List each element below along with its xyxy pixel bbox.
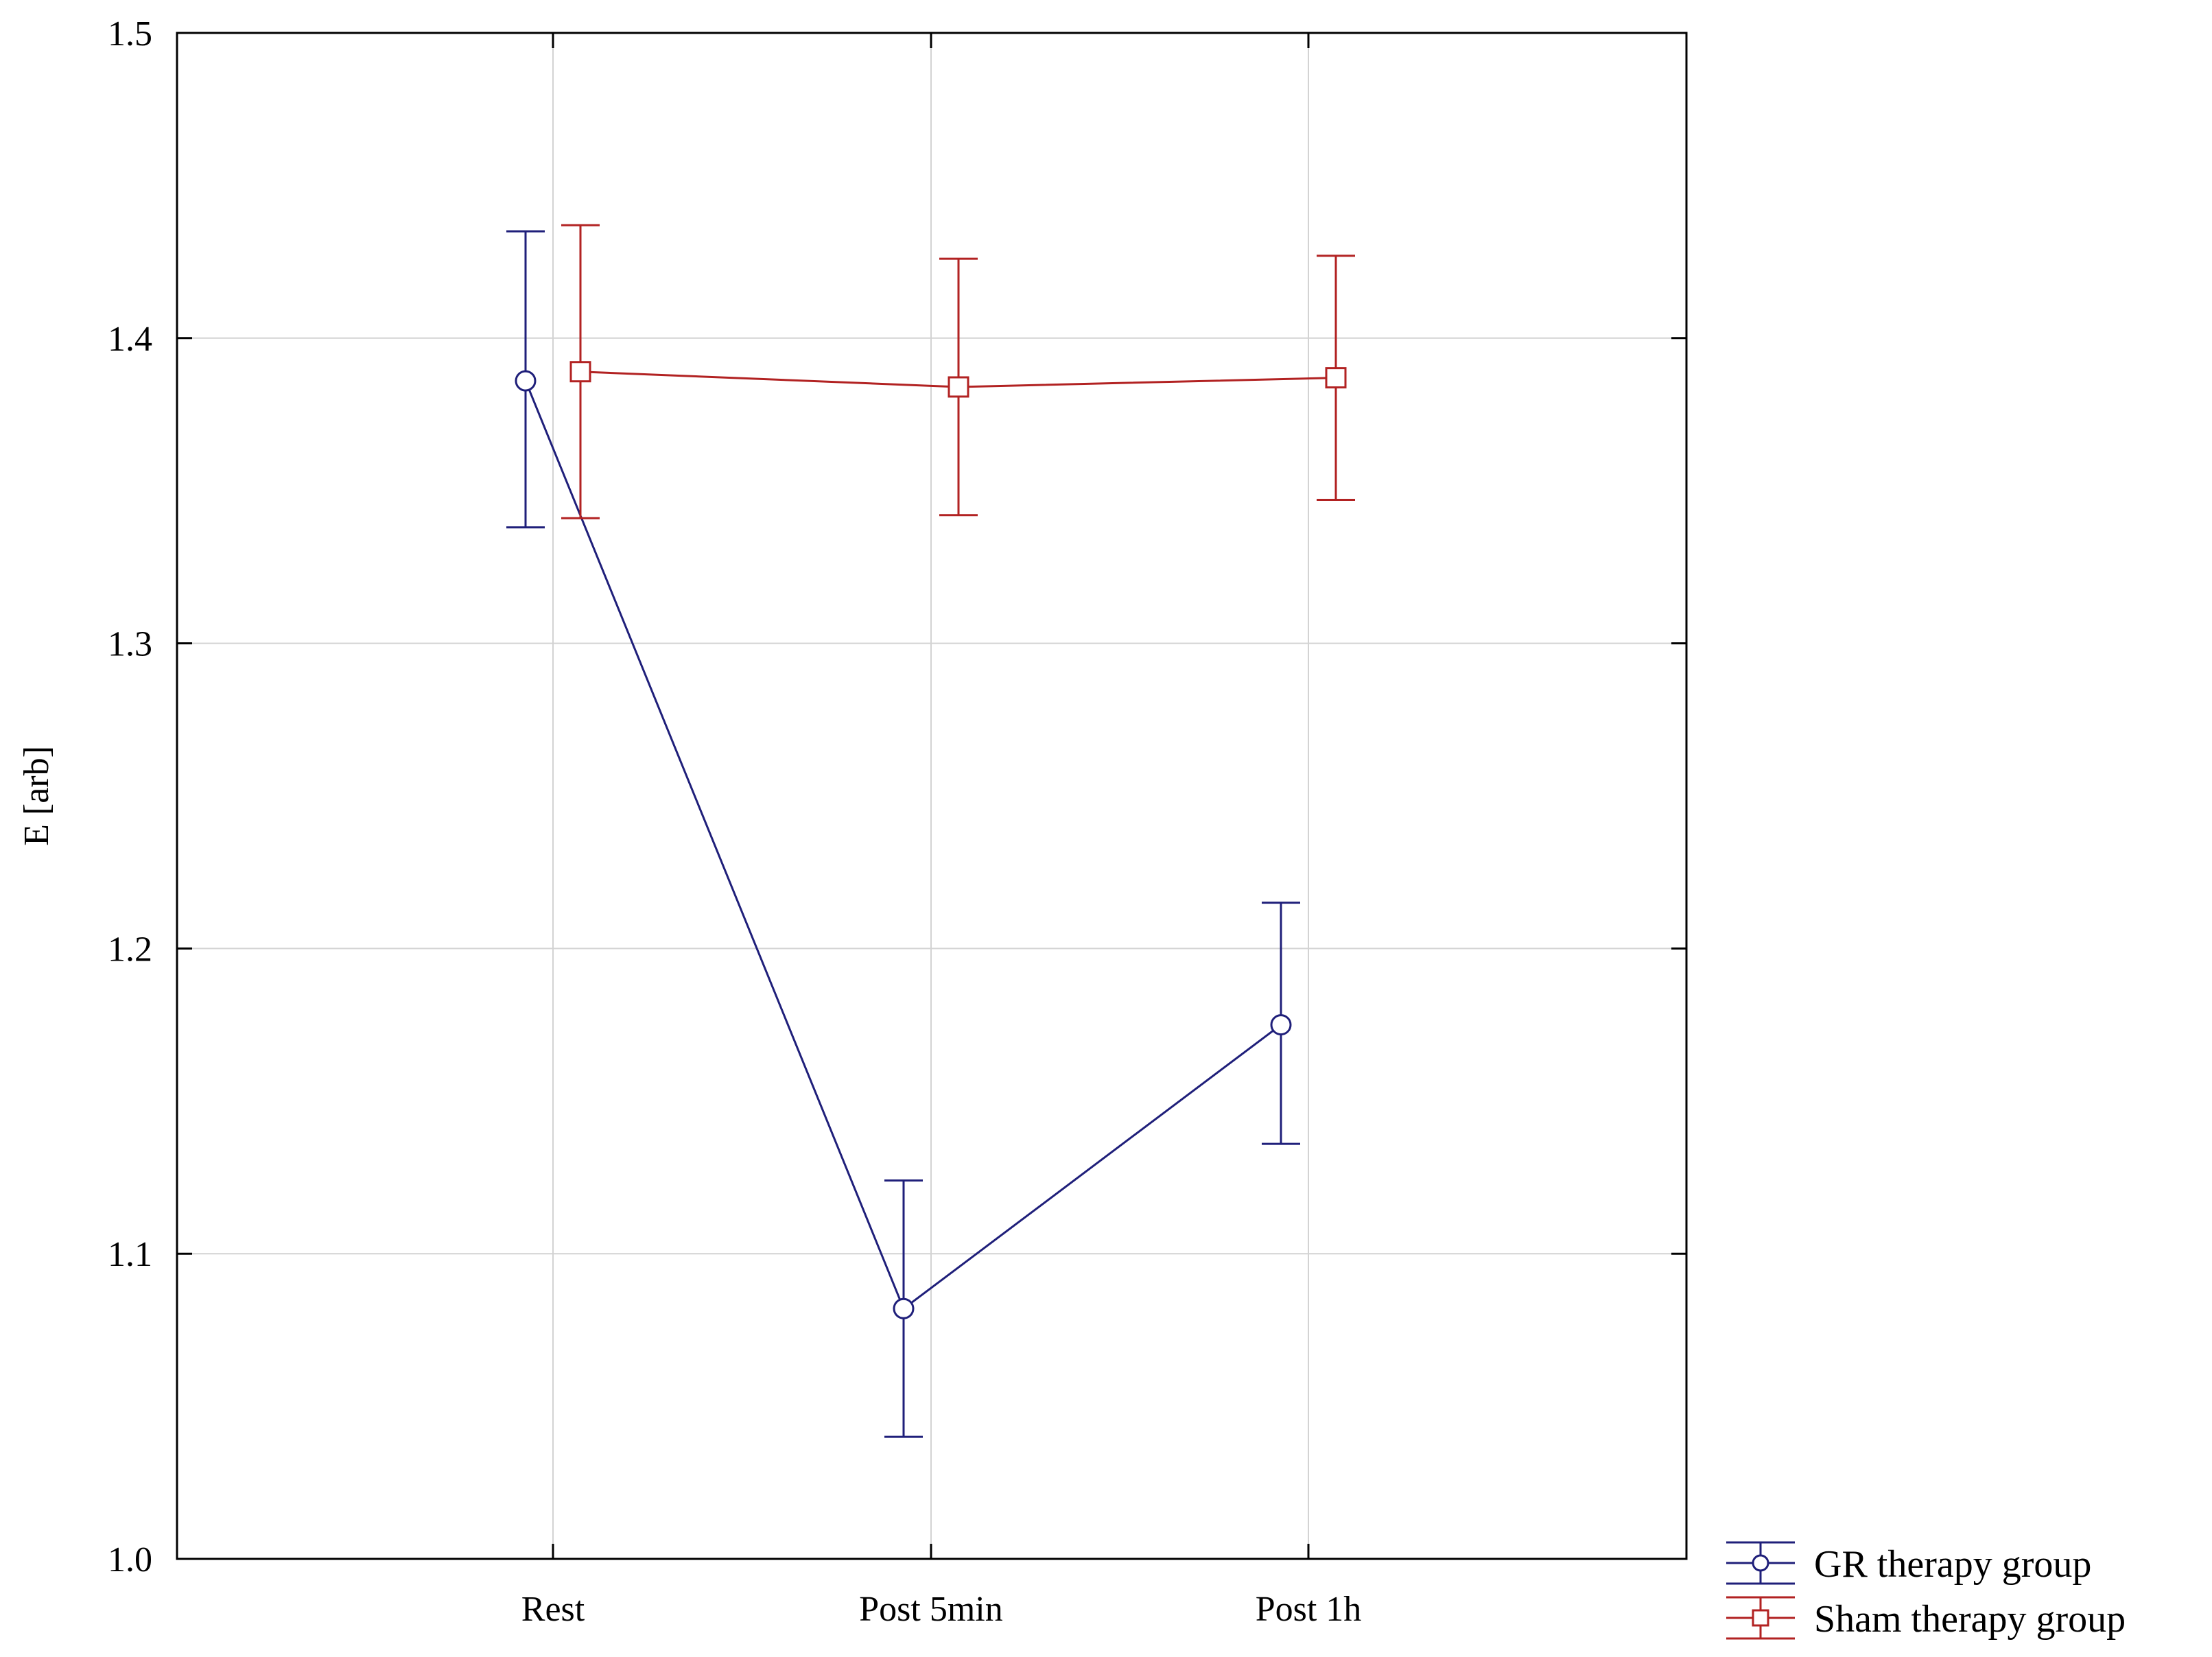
y-tick-label: 1.3 [108, 625, 152, 664]
series-layer [506, 224, 1355, 1438]
legend-label: GR therapy group [1814, 1543, 2091, 1586]
y-axis-title: E [arb] [17, 746, 56, 846]
data-point [1270, 1014, 1292, 1036]
y-tick-label: 1.4 [108, 320, 152, 359]
y-tick-label: 1.1 [108, 1235, 152, 1274]
data-point [569, 361, 591, 383]
data-point [515, 370, 537, 392]
axis-ticks: 1.0 1.1 1.2 1.3 1.4 1.5 Rest Post 5min Post 1h [108, 14, 1686, 1629]
x-tick-label: Post 5min [859, 1590, 1003, 1629]
legend-marker [1752, 1554, 1769, 1572]
series-gr [506, 230, 1300, 1438]
legend: GR therapy group Sham therapy group [1726, 1541, 2126, 1641]
data-point [893, 1297, 915, 1319]
legend-marker [1752, 1609, 1769, 1627]
y-tick-label: 1.0 [108, 1540, 152, 1579]
legend-item: GR therapy group [1726, 1541, 2091, 1586]
series-sham [561, 224, 1355, 519]
x-tick-label: Rest [521, 1590, 585, 1629]
x-tick-label: Post 1h [1256, 1590, 1362, 1629]
data-point [948, 376, 969, 398]
grid [177, 33, 1686, 1559]
legend-label: Sham therapy group [1814, 1598, 2126, 1641]
legend-item: Sham therapy group [1726, 1596, 2126, 1641]
y-tick-label: 1.5 [108, 14, 152, 54]
series-line [524, 380, 1282, 1311]
data-point [1325, 367, 1347, 389]
y-tick-label: 1.2 [108, 930, 152, 969]
